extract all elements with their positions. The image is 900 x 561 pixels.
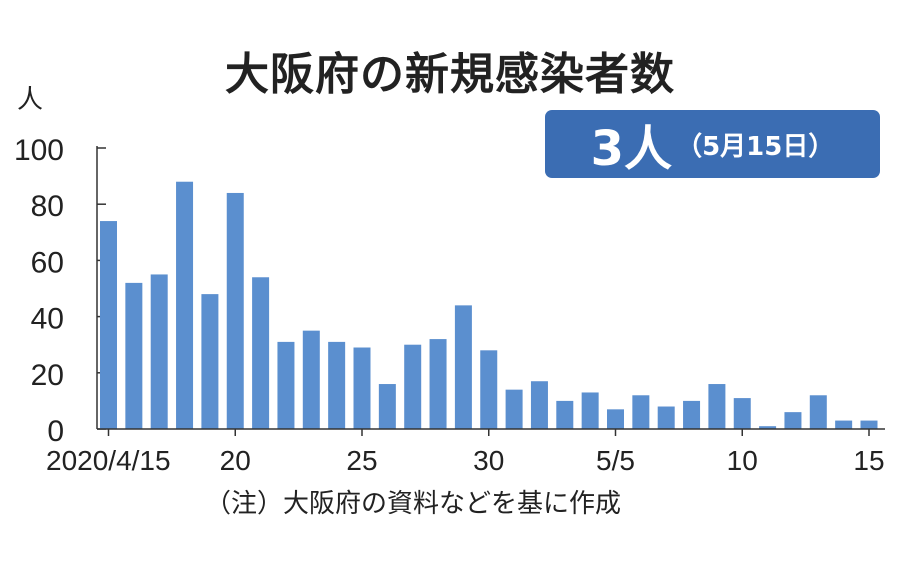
bar <box>125 282 143 429</box>
bar <box>530 381 548 429</box>
bar <box>860 420 878 429</box>
x-tick-label: 15 <box>853 445 884 476</box>
bar <box>429 339 447 429</box>
bar <box>809 395 827 429</box>
x-tick-label: 2020/4/15 <box>46 445 171 476</box>
bar <box>581 392 599 429</box>
bar <box>454 305 472 429</box>
bar <box>226 192 244 429</box>
x-tick-label: 25 <box>346 445 377 476</box>
bar <box>505 389 523 429</box>
x-tick-label: 20 <box>220 445 251 476</box>
bar <box>404 344 422 429</box>
badge-date: （5月15日） <box>676 131 835 162</box>
bar <box>632 395 650 429</box>
bar <box>328 341 346 429</box>
bar <box>835 420 853 429</box>
y-tick-label: 40 <box>31 303 64 336</box>
source-note: （注）大阪府の資料などを基に作成 <box>205 489 622 519</box>
bar <box>302 330 320 429</box>
bar <box>607 409 624 429</box>
bar <box>733 398 751 429</box>
chart-title: 大阪府の新規感染者数 <box>225 49 675 100</box>
bar <box>480 350 498 429</box>
y-tick-label: 0 <box>47 415 64 448</box>
y-tick-label: 100 <box>14 134 64 167</box>
bar <box>378 384 396 429</box>
y-tick-label: 20 <box>31 359 64 392</box>
bar <box>683 400 701 429</box>
bar <box>657 406 675 429</box>
y-axis: 人 0 20 40 60 80 100 <box>14 85 106 448</box>
bar <box>784 412 802 429</box>
bar <box>353 347 371 429</box>
x-tick-label: 30 <box>473 445 504 476</box>
bar <box>556 400 574 429</box>
bar <box>100 221 117 429</box>
y-axis-unit-label: 人 <box>17 85 43 115</box>
bar <box>176 181 194 429</box>
x-axis: 2020/4/15 20 25 30 5/5 10 15 <box>46 428 885 476</box>
y-tick-label: 80 <box>31 190 64 223</box>
badge-value: 3人 <box>590 121 673 177</box>
bars <box>100 181 878 429</box>
bar <box>150 274 168 429</box>
y-tick-label: 60 <box>31 246 64 279</box>
bar <box>201 294 219 429</box>
x-tick-label: 10 <box>727 445 758 476</box>
bar <box>759 426 777 429</box>
bar <box>252 277 270 429</box>
x-tick-label: 5/5 <box>596 445 635 476</box>
bar <box>277 341 295 429</box>
bar <box>708 384 726 429</box>
latest-count-badge: 3人 （5月15日） <box>545 110 880 178</box>
